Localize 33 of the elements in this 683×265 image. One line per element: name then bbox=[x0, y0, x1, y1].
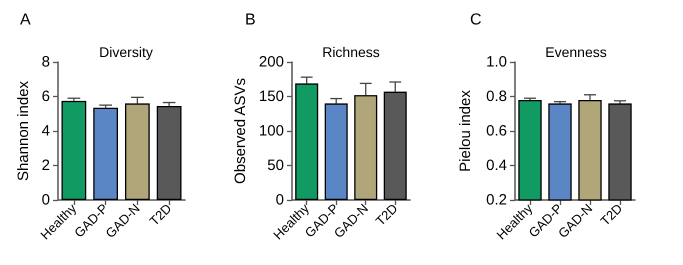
y-tick-label: 0.8 bbox=[486, 88, 507, 105]
y-axis-title: Observed ASVs bbox=[232, 78, 249, 184]
y-tick-label: 0 bbox=[42, 192, 50, 208]
y-axis-title: Pielou index bbox=[457, 90, 474, 172]
y-tick-label: 100 bbox=[258, 122, 284, 140]
x-tick-label: T2D bbox=[372, 200, 401, 229]
x-tick-label: T2D bbox=[597, 200, 626, 229]
y-axis-title: Shannon index bbox=[14, 80, 32, 182]
y-tick-label: 0.4 bbox=[486, 157, 507, 174]
y-tick-label: 8 bbox=[42, 54, 50, 70]
bar bbox=[295, 83, 318, 200]
bar bbox=[354, 95, 378, 200]
chart-title: Diversity bbox=[99, 44, 153, 60]
y-tick-label: 1.0 bbox=[486, 54, 507, 70]
chart-title: Richness bbox=[322, 44, 380, 60]
y-tick-label: 4 bbox=[42, 122, 50, 140]
bar bbox=[93, 108, 118, 200]
y-tick-label: 0.6 bbox=[486, 122, 507, 140]
text: C bbox=[470, 12, 482, 28]
y-tick-label: 150 bbox=[258, 88, 284, 105]
bar bbox=[324, 103, 348, 200]
x-tick-label: T2D bbox=[146, 200, 174, 229]
y-tick-label: 0 bbox=[276, 192, 284, 208]
bar bbox=[61, 100, 86, 200]
text: B bbox=[245, 12, 256, 28]
y-tick-label: 50 bbox=[267, 157, 284, 174]
text: A bbox=[20, 12, 31, 28]
y-tick-label: 2 bbox=[42, 157, 50, 174]
y-tick-label: 0.2 bbox=[486, 192, 507, 208]
bar bbox=[124, 103, 150, 200]
y-tick-label: 200 bbox=[258, 54, 284, 70]
y-tick-label: 6 bbox=[42, 88, 50, 105]
chart-title: Evenness bbox=[545, 44, 607, 60]
